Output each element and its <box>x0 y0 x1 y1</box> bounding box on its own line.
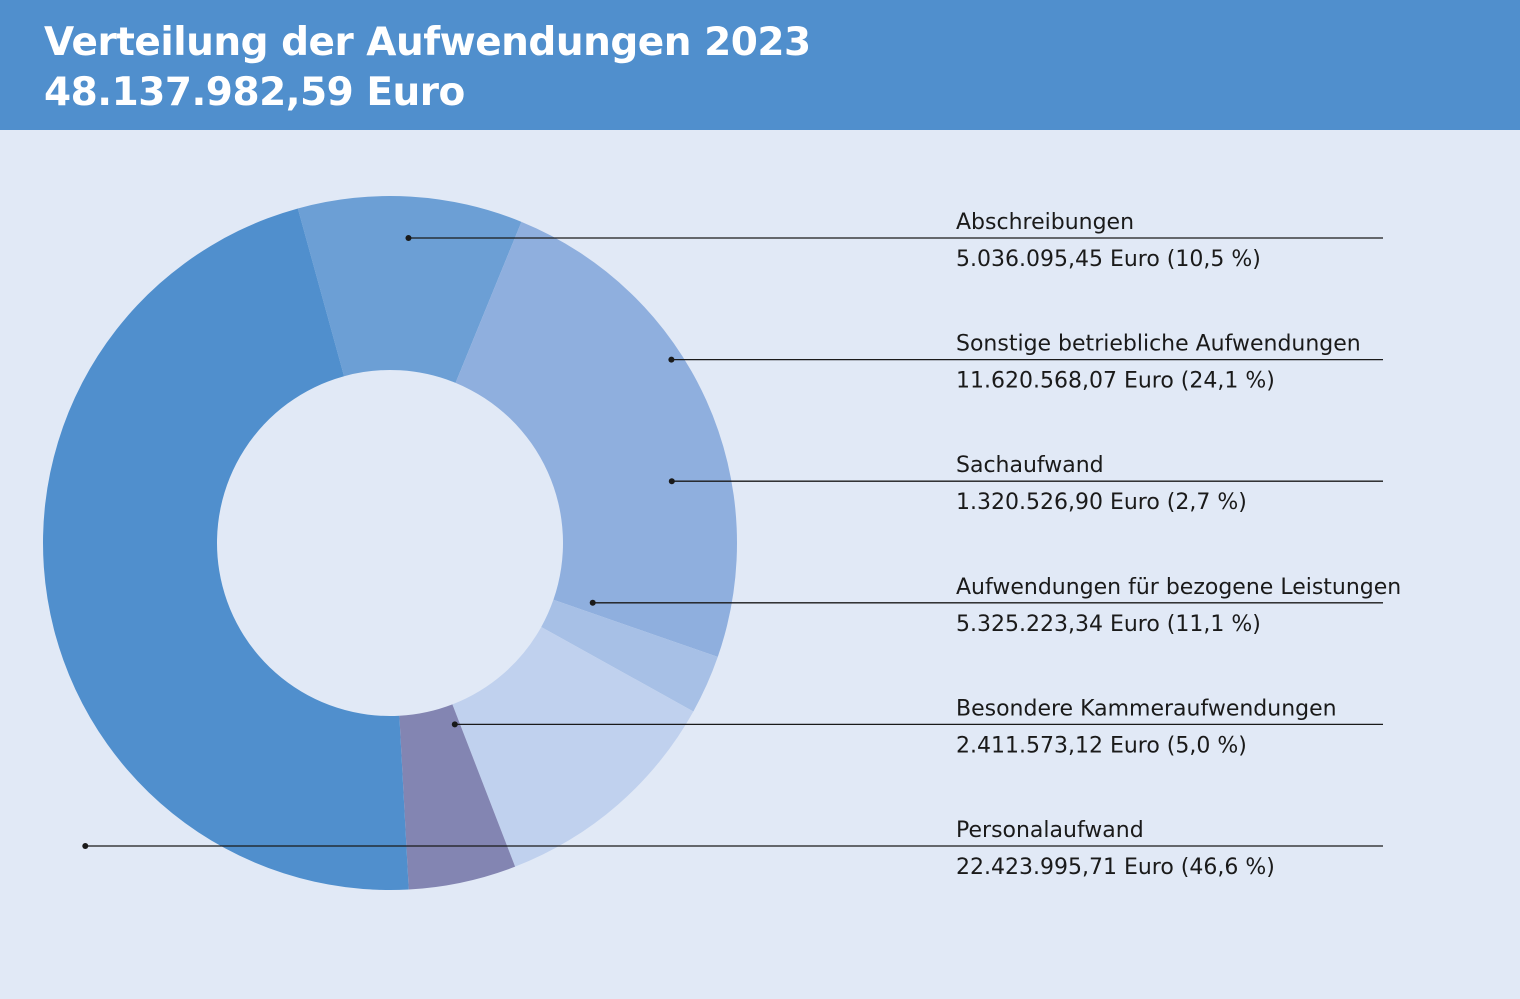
slice-value-abschreibungen: 5.036.095,45 Euro (10,5 %) <box>956 247 1261 272</box>
slice-label-personalaufwand: Personalaufwand <box>956 818 1144 843</box>
slice-personalaufwand <box>43 208 409 891</box>
slice-label-sachaufwand: Sachaufwand <box>956 453 1104 478</box>
slice-value-sachaufwand: 1.320.526,90 Euro (2,7 %) <box>956 490 1247 515</box>
slice-value-sonstige-betriebliche-aufwendungen: 11.620.568,07 Euro (24,1 %) <box>956 369 1275 394</box>
slice-label-besondere-kammeraufwendungen: Besondere Kammeraufwendungen <box>956 696 1337 721</box>
slice-besondere-kammeraufwendungen <box>399 704 516 890</box>
header-bar: Verteilung der Aufwendungen 2023 48.137.… <box>0 0 1520 130</box>
donut-slices <box>43 196 737 891</box>
chart-title: Verteilung der Aufwendungen 2023 <box>44 20 811 65</box>
slice-value-aufwendungen-fuer-bezogene-leistungen: 5.325.223,34 Euro (11,1 %) <box>956 612 1261 637</box>
slice-label-aufwendungen-fuer-bezogene-leistungen: Aufwendungen für bezogene Leistungen <box>956 575 1401 600</box>
slice-label-sonstige-betriebliche-aufwendungen: Sonstige betriebliche Aufwendungen <box>956 332 1361 357</box>
leader-dot-sachaufwand <box>668 478 675 485</box>
chart-total: 48.137.982,59 Euro <box>44 70 465 115</box>
leader-dot-aufwendungen-fuer-bezogene-leistungen <box>589 599 596 606</box>
slice-abschreibungen <box>297 196 522 383</box>
slice-sachaufwand <box>541 599 718 712</box>
leader-dot-personalaufwand <box>82 843 89 849</box>
slice-value-besondere-kammeraufwendungen: 2.411.573,12 Euro (5,0 %) <box>956 733 1247 758</box>
leader-dot-besondere-kammeraufwendungen <box>451 721 458 728</box>
slice-labels: Abschreibungen 5.036.095,45 Euro (10,5 %)… <box>956 210 1401 880</box>
slice-sonstige-betriebliche-aufwendungen <box>455 221 737 657</box>
leader-dot-abschreibungen <box>405 235 412 241</box>
slice-aufwendungen-fuer-bezogene-leistungen <box>452 626 694 867</box>
slice-label-abschreibungen: Abschreibungen <box>956 210 1134 235</box>
leader-lines <box>82 235 1383 849</box>
leader-dot-sonstige-betriebliche-aufwendungen <box>668 356 675 363</box>
slice-value-personalaufwand: 22.423.995,71 Euro (46,6 %) <box>956 855 1275 880</box>
